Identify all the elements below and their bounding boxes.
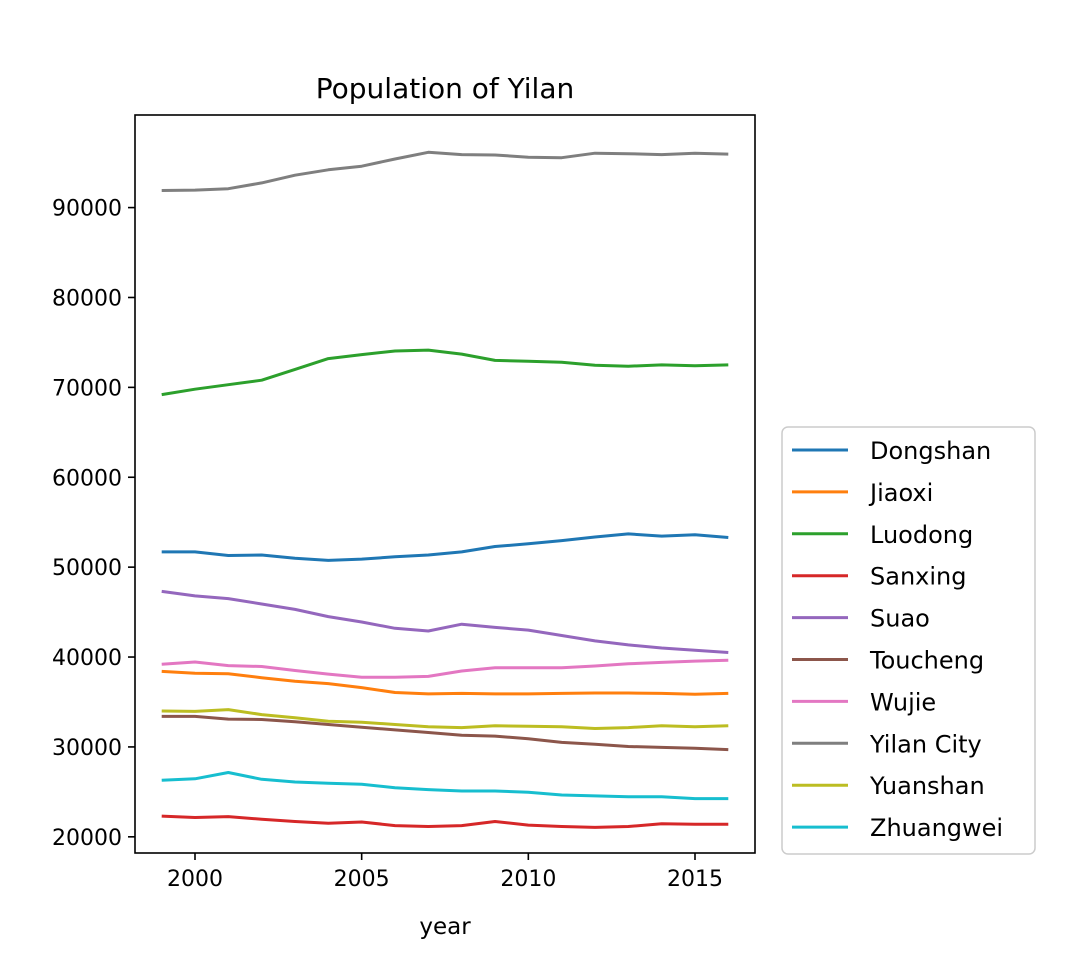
x-tick-label: 2005 [334,867,390,892]
legend-item-dongshan: Dongshan [792,437,991,465]
series-line-luodong [161,348,729,397]
x-tick-label: 2010 [500,867,556,892]
series-line-suao [161,589,729,654]
series-line-zhuangwei [161,771,729,801]
legend-item-suao: Suao [792,605,930,633]
series-line-jiaoxi [161,669,729,696]
y-tick-label: 20000 [52,826,122,851]
legend-label: Toucheng [869,647,984,675]
legend-label: Yuanshan [869,772,985,800]
plot-lines [161,150,729,829]
y-tick-label: 40000 [52,646,122,671]
series-line-yilan-city [161,150,729,192]
legend-label: Suao [870,605,930,633]
legend-label: Dongshan [870,437,991,465]
legend: Dongshan Jiaoxi Luodong Sanxing Suao Toucheng… [781,426,1036,855]
legend-item-yilan-city: Yilan City [792,730,982,758]
plot-frame [134,114,756,854]
legend-label: Sanxing [870,563,966,591]
legend-item-toucheng: Toucheng [792,647,984,675]
series-line-toucheng [161,714,729,752]
legend-item-sanxing: Sanxing [792,563,966,591]
chart-title: Population of Yilan [316,72,574,105]
legend-item-luodong: Luodong [792,521,973,549]
legend-label: Luodong [870,521,973,549]
series-line-yuanshan [161,708,729,730]
series-line-wujie [161,658,729,679]
y-axis: 20000 30000 40000 50000 60000 70000 80000 90000 [52,197,135,851]
series-line-dongshan [161,532,729,562]
legend-item-yuanshan: Yuanshan [792,772,985,800]
x-tick-label: 2015 [667,867,723,892]
legend-label: Zhuangwei [870,814,1003,842]
legend-item-zhuangwei: Zhuangwei [792,814,1003,842]
y-tick-label: 30000 [52,736,122,761]
legend-label: Wujie [870,688,936,716]
legend-item-wujie: Wujie [792,688,936,716]
y-tick-label: 60000 [52,466,122,491]
series-line-sanxing [161,814,729,829]
legend-item-jiaoxi: Jiaoxi [792,479,933,507]
legend-items: Dongshan Jiaoxi Luodong Sanxing Suao Toucheng… [792,437,1003,842]
x-axis-label: year [419,914,471,940]
x-axis: 2000 2005 2010 2015 [167,853,723,892]
y-tick-label: 50000 [52,556,122,581]
y-tick-label: 70000 [52,376,122,401]
x-tick-label: 2000 [167,867,223,892]
y-tick-label: 80000 [52,286,122,311]
legend-label: Yilan City [869,730,982,758]
y-tick-label: 90000 [52,197,122,222]
legend-label: Jiaoxi [868,479,933,507]
